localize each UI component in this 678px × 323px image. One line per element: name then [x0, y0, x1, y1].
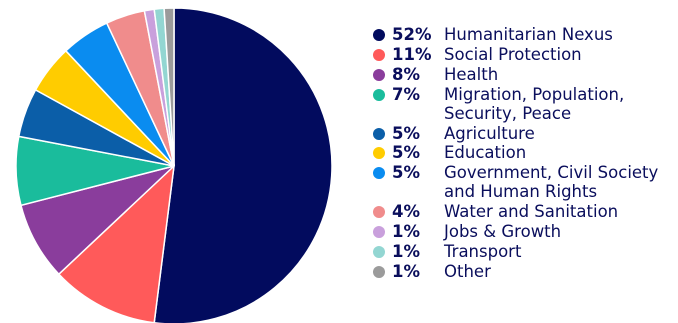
legend-label: Agriculture: [444, 123, 535, 143]
pie-slice-11: [163, 7, 175, 167]
legend-item-5: 5% Agriculture: [370, 124, 675, 143]
legend-item-7: 5% Government, Civil Society and Human R…: [370, 163, 675, 201]
legend-percent: 1%: [392, 222, 421, 242]
legend-item-2: 11% Social Protection: [370, 45, 675, 64]
legend-percent: 1%: [392, 242, 421, 262]
legend-swatch: [373, 147, 385, 160]
legend-label: Migration, Population, Security, Peace: [444, 84, 625, 123]
legend-percent: 5%: [392, 123, 421, 143]
pie-slice-1: [153, 7, 333, 323]
legend-item-4: 7% Migration, Population, Security, Peac…: [370, 85, 675, 123]
legend-swatch: [373, 88, 385, 101]
legend-swatch: [373, 68, 385, 81]
legend-item-8: 4% Water and Sanitation: [370, 202, 675, 221]
legend-label: Humanitarian Nexus: [444, 25, 613, 44]
legend-percent: 5%: [392, 143, 421, 163]
legend-label: Water and Sanitation: [444, 202, 619, 222]
legend-swatch: [373, 127, 385, 140]
legend-label: Jobs & Growth: [444, 222, 562, 242]
legend-label: Transport: [444, 242, 522, 262]
legend-label: Health: [444, 64, 499, 84]
legend-item-3: 8% Health: [370, 65, 675, 84]
legend-percent: 1%: [392, 261, 421, 281]
legend-percent: 11%: [392, 44, 432, 64]
legend-label: Other: [444, 261, 491, 281]
legend-item-10: 1% Transport: [370, 242, 675, 261]
legend: 52% Humanitarian Nexus 11% Social Protec…: [370, 25, 675, 282]
legend-swatch: [373, 265, 385, 278]
legend-percent: 7%: [392, 84, 421, 104]
legend-swatch: [373, 167, 385, 180]
legend-percent: 4%: [392, 202, 421, 222]
legend-label: Government, Civil Society and Human Righ…: [444, 163, 659, 202]
legend-swatch: [373, 206, 385, 219]
pie-slice-2: [57, 164, 176, 323]
legend-label: Education: [444, 143, 527, 163]
legend-swatch: [373, 226, 385, 239]
legend-item-6: 5% Education: [370, 143, 675, 162]
legend-percent: 52%: [392, 25, 432, 44]
legend-percent: 5%: [392, 163, 421, 183]
legend-swatch: [373, 246, 385, 259]
legend-item-11: 1% Other: [370, 262, 675, 281]
legend-percent: 8%: [392, 64, 421, 84]
legend-label: Social Protection: [444, 44, 582, 64]
legend-swatch: [373, 48, 385, 61]
legend-swatch: [373, 29, 385, 41]
legend-item-1: 52% Humanitarian Nexus: [370, 25, 675, 44]
legend-item-9: 1% Jobs & Growth: [370, 222, 675, 241]
